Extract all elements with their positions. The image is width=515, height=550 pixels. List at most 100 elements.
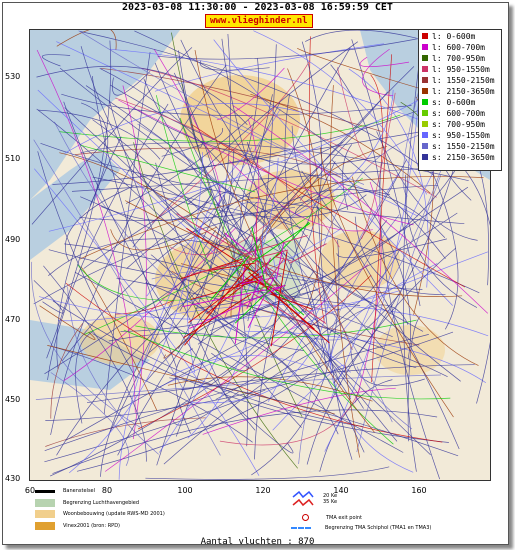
flight-track — [146, 108, 281, 297]
flight-track — [65, 282, 443, 443]
legend-item: s: 950-1550m — [422, 130, 490, 140]
flight-track — [189, 284, 285, 329]
flight-track — [251, 240, 340, 476]
legend-swatch — [422, 121, 428, 127]
legend-label: s: 600-700m — [432, 108, 485, 118]
legend-item: l: 0-600m — [422, 31, 475, 41]
y-tick-430: 430 — [5, 474, 21, 483]
flight-track — [159, 157, 279, 453]
flight-track — [58, 114, 401, 142]
flight-track — [370, 74, 383, 173]
flight-track — [35, 374, 441, 400]
legend-label: s: 700-950m — [432, 119, 485, 129]
flight-track — [222, 194, 417, 369]
airport-boundary-label: Begrenzing Luchthavengebied — [63, 500, 140, 506]
flight-track — [264, 221, 310, 267]
tma-exit-icon — [302, 514, 309, 521]
flight-track — [351, 39, 421, 307]
flight-track — [246, 141, 372, 304]
flight-track — [318, 265, 341, 310]
flight-track — [216, 67, 285, 121]
flight-track — [298, 214, 400, 465]
legend-swatch — [422, 77, 428, 83]
flight-track — [150, 254, 245, 338]
flight-track — [350, 346, 425, 387]
flight-track — [68, 152, 204, 474]
flight-track — [38, 290, 401, 320]
flight-track — [80, 196, 246, 288]
flight-track — [167, 376, 373, 402]
altitude-legend: l: 0-600m l: 600-700m l: 700-950m l: 950… — [418, 29, 502, 171]
x-tick-80: 80 — [101, 486, 113, 495]
flight-track — [219, 387, 361, 446]
flight-tracks — [31, 26, 497, 480]
flight-track — [115, 97, 340, 248]
runway-key: Banenstelsel — [35, 488, 95, 494]
flight-track — [100, 229, 216, 477]
legend-item: l: 2150-3650m — [422, 86, 495, 96]
legend-label: l: 2150-3650m — [432, 86, 495, 96]
flight-track — [92, 333, 449, 443]
legend-swatch — [422, 33, 428, 39]
flight-track — [92, 176, 480, 294]
x-tick-160: 160 — [411, 486, 427, 495]
flight-track — [118, 223, 204, 480]
flight-track — [348, 68, 429, 288]
flight-track — [84, 177, 363, 335]
flight-track — [228, 160, 373, 232]
y-tick-490: 490 — [5, 235, 21, 244]
tma-boundary-key: Begrenzing TMA Schiphol (TMA1 en TMA3) — [291, 525, 431, 531]
flight-track — [109, 101, 228, 400]
flight-track — [110, 48, 425, 122]
flight-track — [184, 262, 252, 346]
flight-track — [143, 78, 321, 331]
flight-track — [251, 222, 311, 263]
flight-track — [172, 391, 239, 426]
flight-track — [101, 194, 212, 221]
legend-item: s: 700-950m — [422, 119, 485, 129]
flight-track — [295, 177, 349, 218]
flight-track — [251, 226, 268, 292]
flight-track — [80, 142, 469, 182]
y-tick-470: 470 — [5, 315, 21, 324]
flight-track — [361, 92, 396, 240]
flight-track — [134, 30, 446, 259]
flight-track — [232, 145, 388, 296]
flight-track — [49, 220, 388, 477]
vinex-key: Vinex2001 (bron: RPD) — [35, 522, 120, 530]
flight-track — [221, 38, 301, 295]
flight-track-map[interactable] — [29, 26, 497, 481]
flight-track — [232, 105, 489, 314]
flight-track — [362, 48, 394, 97]
flight-track — [270, 159, 408, 358]
flight-track — [191, 249, 289, 275]
x-tick-140: 140 — [333, 486, 349, 495]
flight-track — [156, 47, 351, 466]
flight-track — [301, 170, 460, 450]
flight-track — [178, 33, 231, 349]
coastal-water — [30, 150, 120, 260]
flight-track — [330, 85, 360, 458]
site-link[interactable]: www.vlieghinder.nl — [205, 14, 313, 28]
flight-track — [180, 39, 461, 382]
flight-track — [176, 213, 282, 277]
y-tick-510: 510 — [5, 154, 21, 163]
flight-track — [100, 67, 382, 132]
flight-track — [178, 50, 279, 301]
legend-swatch — [422, 132, 428, 138]
flight-track — [80, 144, 256, 193]
flight-track — [163, 347, 323, 465]
legend-label: l: 600-700m — [432, 42, 485, 52]
legend-swatch — [422, 143, 428, 149]
flight-track — [125, 200, 463, 297]
legend-item: s: 0-600m — [422, 97, 475, 107]
flight-track — [154, 43, 384, 92]
flight-track — [170, 355, 317, 377]
tma-exit-label: TMA exit point — [326, 514, 363, 521]
flight-track — [151, 269, 338, 287]
flight-track — [204, 201, 258, 257]
flight-track — [235, 275, 265, 286]
flight-track — [45, 331, 454, 421]
flight-track — [91, 76, 177, 368]
flight-track — [44, 334, 429, 452]
